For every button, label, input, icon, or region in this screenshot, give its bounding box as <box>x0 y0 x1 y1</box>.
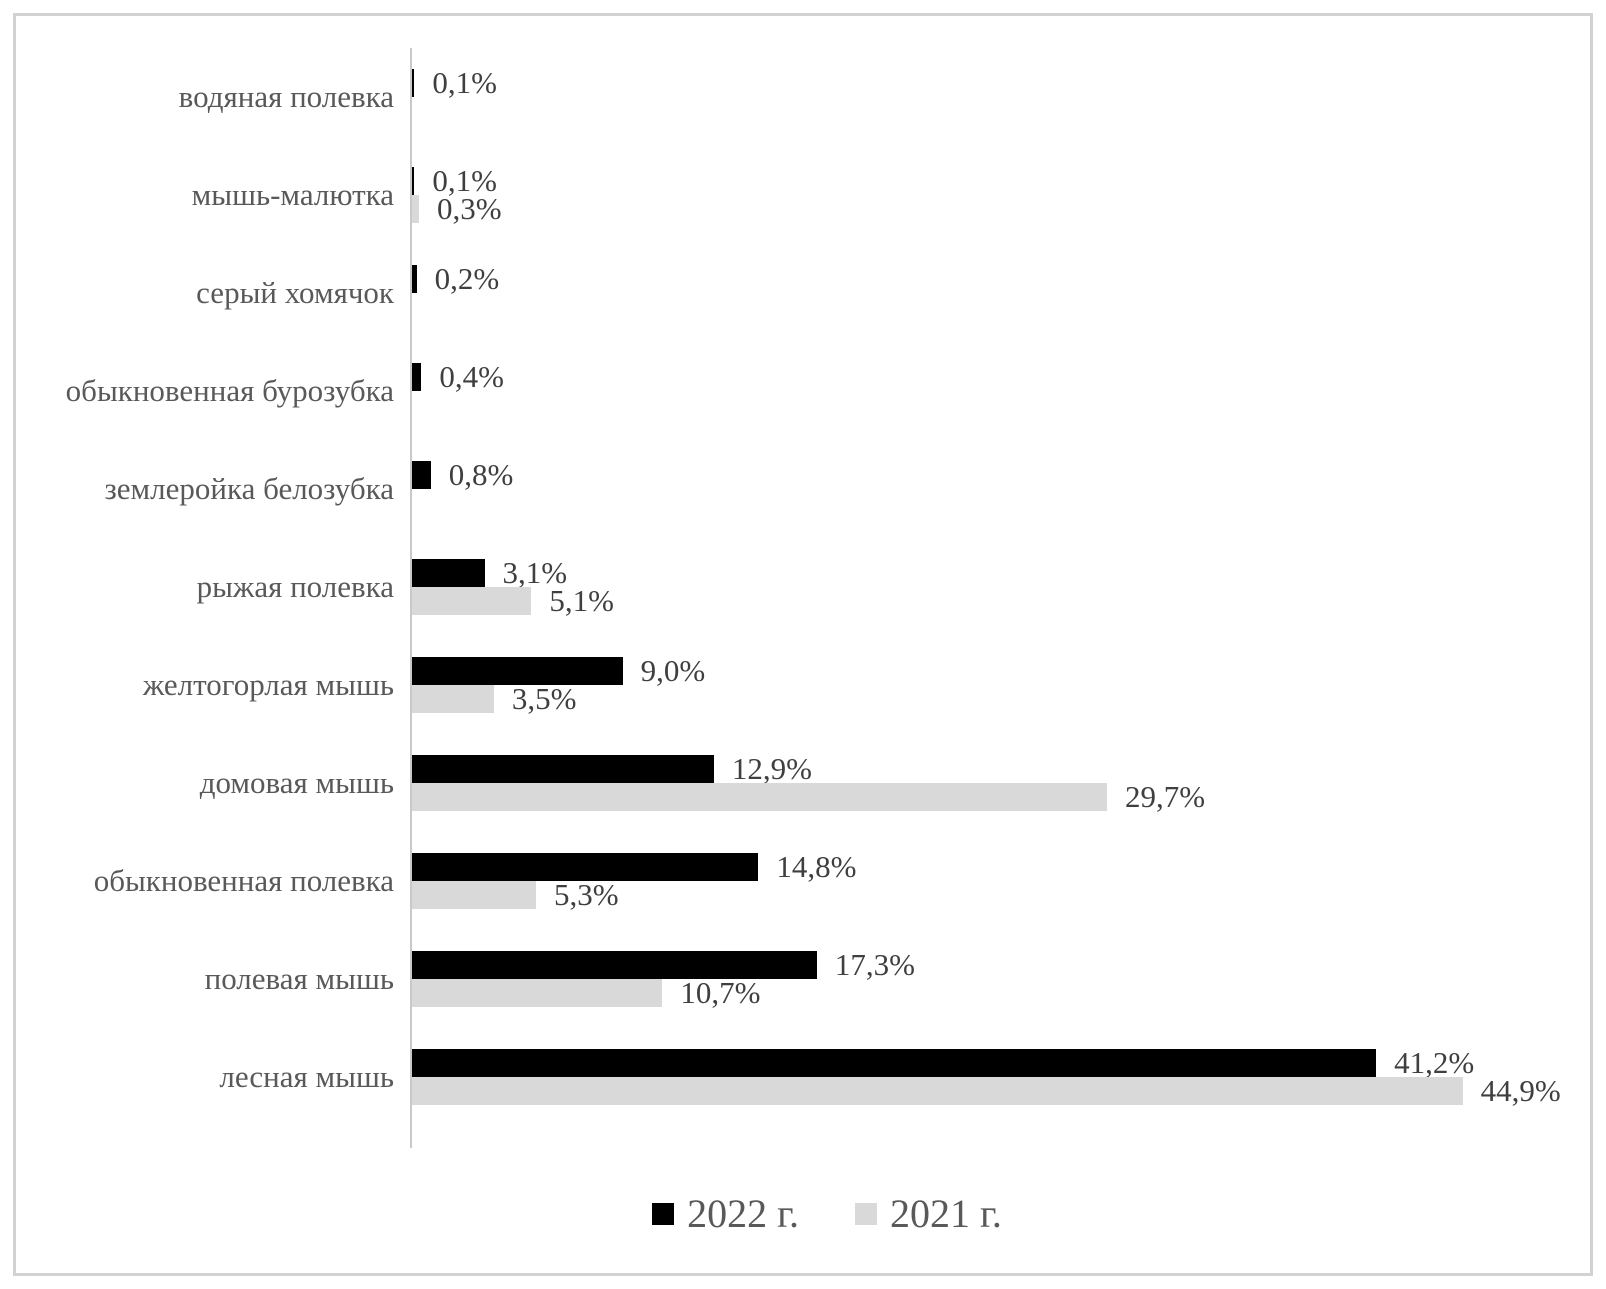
bar-2022 <box>412 853 759 881</box>
value-label: 3,1% <box>502 555 568 590</box>
value-label: 29,7% <box>1124 779 1206 814</box>
bar-group-2021: 3,5% <box>412 681 576 716</box>
bar-2022 <box>412 167 415 195</box>
chart-legend: 2022 г. 2021 г. <box>40 1190 1606 1237</box>
category-row: домовая мышь 12,9% 29,7% <box>16 734 1590 832</box>
value-label: 0,4% <box>439 359 504 394</box>
legend-item-2022: 2022 г. <box>652 1190 799 1237</box>
bar-2022 <box>412 559 485 587</box>
bar-group-2022: 41,2% <box>412 1045 1474 1080</box>
value-label: 3,5% <box>511 681 577 716</box>
bar-group-2022: 0,2% <box>412 261 499 296</box>
category-label: мышь-малютка <box>191 176 394 212</box>
category-row: желтогорлая мышь 9,0% 3,5% <box>16 636 1590 734</box>
bar-2022 <box>412 265 417 293</box>
value-label: 14,8% <box>776 849 857 884</box>
category-row: землеройка белозубка 0,8% <box>16 440 1590 538</box>
category-label: желтогорлая мышь <box>142 666 394 702</box>
bar-group-2022: 14,8% <box>412 849 856 884</box>
chart-frame: водяная полевка 0,1% мышь-малютка 0,1% 0,3% с… <box>13 13 1593 1276</box>
bar-group-2022: 9,0% <box>412 653 705 688</box>
chart-rows: водяная полевка 0,1% мышь-малютка 0,1% 0,3% с… <box>16 48 1590 1126</box>
legend-swatch-2021 <box>855 1202 877 1225</box>
value-label: 10,7% <box>680 975 761 1010</box>
bar-2021 <box>412 587 532 615</box>
value-label: 5,3% <box>554 877 619 912</box>
category-label: обыкновенная бурозубка <box>65 372 394 408</box>
bar-group-2021: 44,9% <box>412 1073 1561 1108</box>
category-label: землеройка белозубка <box>104 470 394 506</box>
bar-2021 <box>412 783 1107 811</box>
bar-group-2022: 12,9% <box>412 751 812 786</box>
bar-2022 <box>412 363 422 391</box>
category-row: лесная мышь 41,2% 44,9% <box>16 1028 1590 1126</box>
category-row: водяная полевка 0,1% <box>16 48 1590 146</box>
bar-group-2021: 0,3% <box>412 191 502 226</box>
value-label: 44,9% <box>1480 1073 1561 1108</box>
legend-label-2022: 2022 г. <box>687 1191 799 1236</box>
value-label: 17,3% <box>834 947 915 982</box>
category-row: полевая мышь 17,3% 10,7% <box>16 930 1590 1028</box>
category-row: серый хомячок 0,2% <box>16 244 1590 342</box>
category-label: водяная полевка <box>178 78 394 114</box>
category-label: серый хомячок <box>196 274 394 310</box>
value-label: 0,3% <box>437 191 502 226</box>
value-label: 0,1% <box>432 65 497 100</box>
value-label: 0,8% <box>448 457 514 492</box>
bar-group-2021: 29,7% <box>412 779 1205 814</box>
bar-group-2022: 0,8% <box>412 457 513 492</box>
category-row: обыкновенная полевка 14,8% 5,3% <box>16 832 1590 930</box>
bar-2022 <box>412 1049 1377 1077</box>
value-label: 5,1% <box>549 583 614 618</box>
bar-2021 <box>412 195 420 223</box>
category-label: рыжая полевка <box>196 568 394 604</box>
bar-2021 <box>412 685 494 713</box>
value-label: 0,2% <box>434 261 500 296</box>
bar-group-2021: 5,3% <box>412 877 619 912</box>
bar-2022 <box>412 755 714 783</box>
category-label: полевая мышь <box>204 960 394 996</box>
bar-group-2021: 5,1% <box>412 583 614 618</box>
bar-group-2022: 3,1% <box>412 555 567 590</box>
value-label: 41,2% <box>1394 1045 1475 1080</box>
bar-group-2022: 17,3% <box>412 947 915 982</box>
category-row: рыжая полевка 3,1% 5,1% <box>16 538 1590 636</box>
legend-item-2021: 2021 г. <box>855 1190 1002 1237</box>
category-row: обыкновенная бурозубка 0,4% <box>16 342 1590 440</box>
legend-label-2021: 2021 г. <box>890 1191 1002 1236</box>
legend-swatch-2022 <box>652 1202 675 1225</box>
value-label: 0,1% <box>432 163 497 198</box>
bar-2022 <box>412 69 415 97</box>
vertical-axis-line <box>410 48 412 1148</box>
category-label: лесная мышь <box>219 1058 394 1094</box>
bar-2021 <box>412 1077 1463 1105</box>
category-row: мышь-малютка 0,1% 0,3% <box>16 146 1590 244</box>
value-label: 12,9% <box>731 751 812 786</box>
bar-2022 <box>412 951 817 979</box>
bar-group-2021: 10,7% <box>412 975 760 1010</box>
bar-2021 <box>412 979 663 1007</box>
bar-2022 <box>412 657 623 685</box>
value-label: 9,0% <box>640 653 706 688</box>
bar-group-2022: 0,1% <box>412 163 497 198</box>
bar-group-2022: 0,1% <box>412 65 497 100</box>
category-label: обыкновенная полевка <box>93 862 394 898</box>
bar-2022 <box>412 461 431 489</box>
category-label: домовая мышь <box>199 764 394 800</box>
bar-2021 <box>412 881 537 909</box>
bar-group-2022: 0,4% <box>412 359 504 394</box>
